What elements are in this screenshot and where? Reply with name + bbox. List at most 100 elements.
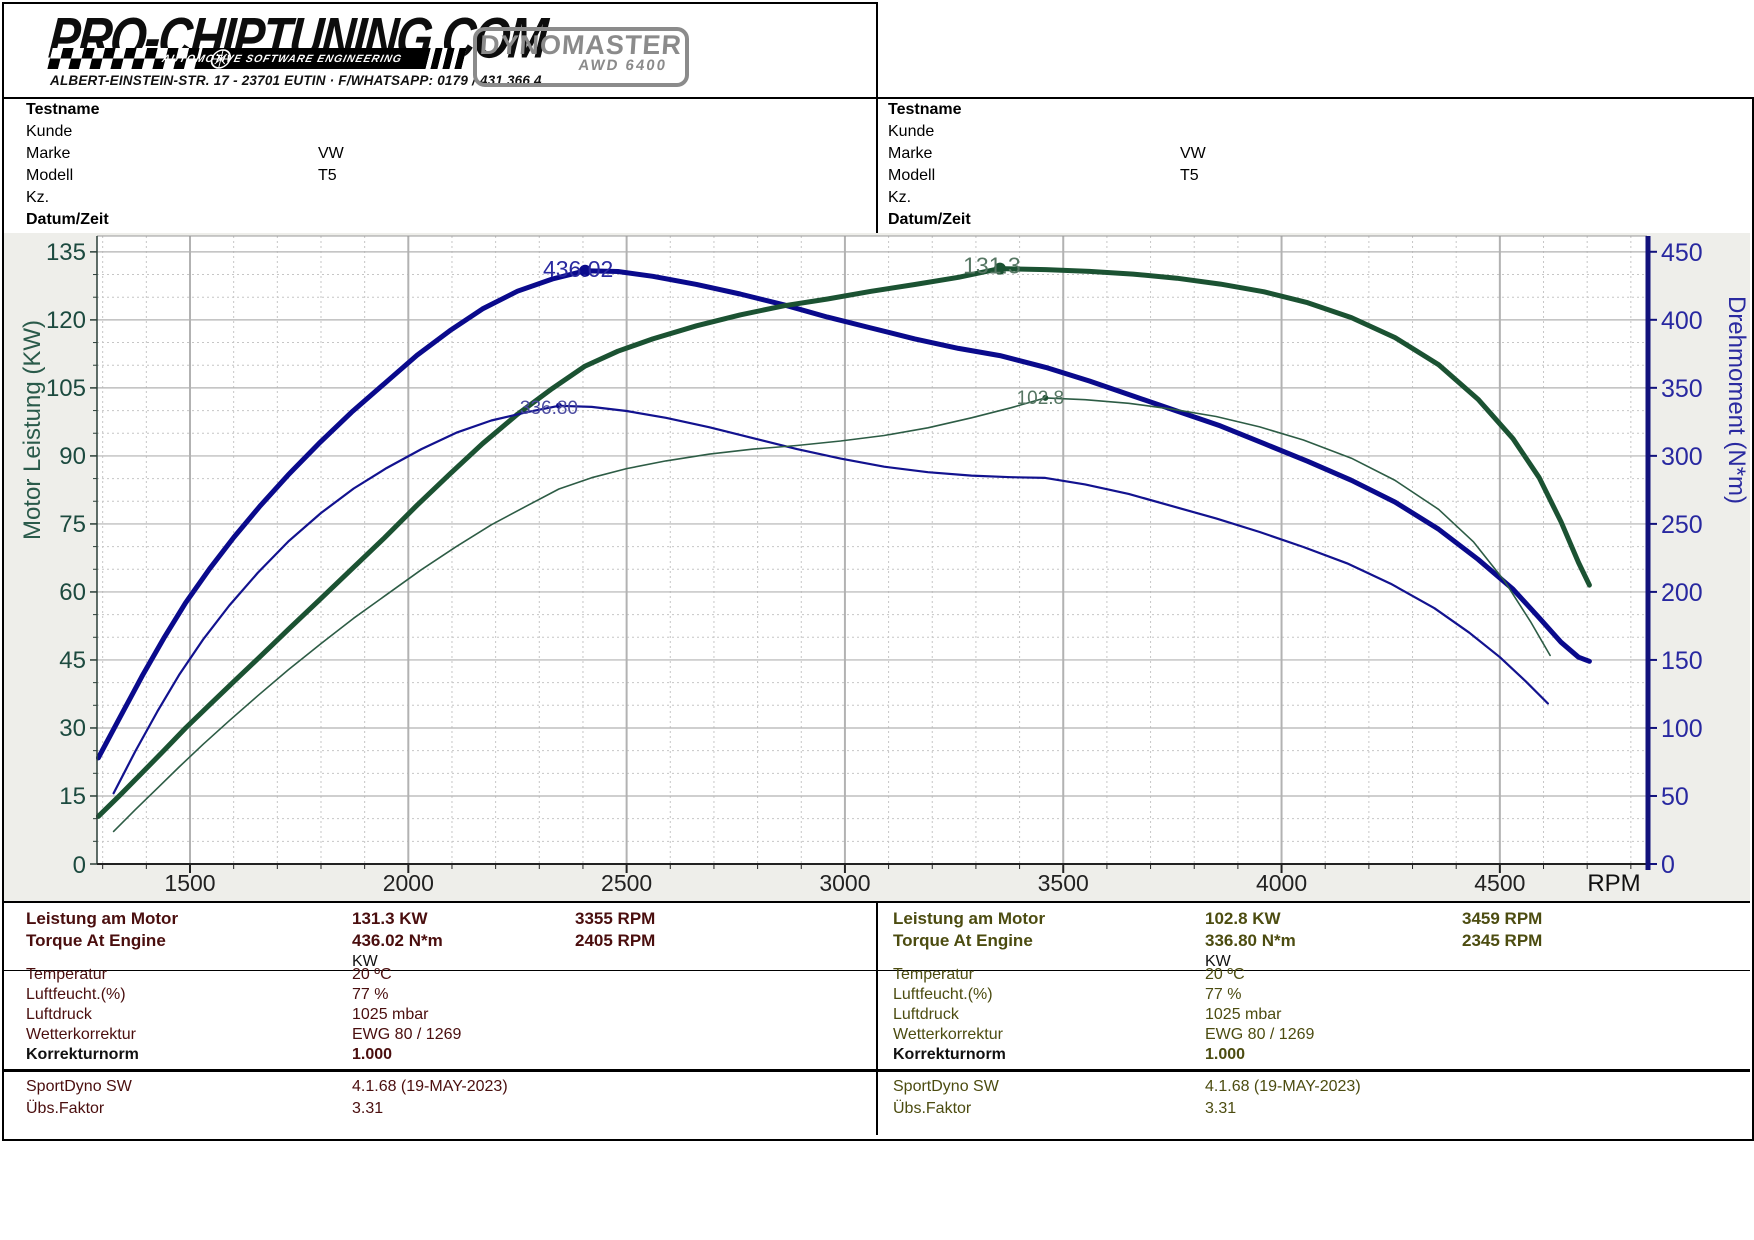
grid-major xyxy=(97,236,1647,864)
right-tick-label: 150 xyxy=(1661,647,1703,675)
result-main-label: Leistung am Motor xyxy=(893,909,1046,928)
right-tick-label: 100 xyxy=(1661,715,1703,743)
brand-address: ALBERT-EINSTEIN-STR. 17 - 23701 EUTIN · … xyxy=(50,73,542,88)
env-row-label: Korrekturnorm xyxy=(26,1046,139,1063)
left-tick-label: 45 xyxy=(59,647,86,674)
chart-table-boundary xyxy=(4,901,1750,903)
result-main-value: 336.80 N*m xyxy=(1205,931,1296,950)
report-body-box xyxy=(2,97,1754,1141)
x-axis-unit-label: RPM xyxy=(1587,870,1640,897)
result-main-rpm: 2345 RPM xyxy=(1462,931,1543,950)
result-main-value: 102.8 KW xyxy=(1205,909,1281,928)
result-main-value: KW xyxy=(352,953,378,970)
env-row-label: Luftfeucht.(%) xyxy=(893,986,993,1003)
power_run1-curve xyxy=(96,266,1592,819)
sw-row-value: 4.1.68 (19-MAY-2023) xyxy=(352,1078,508,1095)
plot-area xyxy=(97,236,1647,864)
info-field-label-marke: Marke xyxy=(888,145,933,162)
right-tick-label: 50 xyxy=(1661,783,1689,811)
peak-label-102.8: 102.8 xyxy=(1017,388,1065,409)
info-field-value: VW xyxy=(318,145,344,162)
result-main-value: KW xyxy=(1205,953,1231,970)
env-row-label: Luftfeucht.(%) xyxy=(26,986,126,1003)
env-row-label: Wetterkorrektur xyxy=(26,1026,136,1043)
right-axis-title: Drehmoment (N*m) xyxy=(1723,296,1750,504)
left-axis-title: Motor Leistung (KW) xyxy=(19,320,46,540)
info-field-label-datum-zeit: Datum/Zeit xyxy=(26,211,109,228)
env-row-value: 1025 mbar xyxy=(352,1006,429,1023)
left-tick-label: 60 xyxy=(59,579,86,606)
dynomaster-badge: DYNOMASTER AWD 6400 xyxy=(473,27,689,87)
result-main-rpm: 3355 RPM xyxy=(575,909,656,928)
env-row-label: Luftdruck xyxy=(26,1006,92,1023)
right-tick-label: 400 xyxy=(1661,307,1703,335)
dynomaster-label: DYNOMASTER xyxy=(478,30,684,60)
env-row-value: 1025 mbar xyxy=(1205,1006,1282,1023)
checker-flag-bar: AUTOMOTIVE SOFTWARE ENGINEERING xyxy=(47,48,467,69)
right-tick-label: 350 xyxy=(1661,375,1703,403)
result-main-label: Leistung am Motor xyxy=(26,909,179,928)
sw-row-value: 3.31 xyxy=(1205,1100,1237,1117)
sw-row-label: Übs.Faktor xyxy=(26,1100,105,1117)
info-field-value: T5 xyxy=(318,167,337,184)
x-tick-label: 4500 xyxy=(1474,870,1525,896)
sw-row-label: SportDyno SW xyxy=(26,1078,132,1095)
sw-row-value: 3.31 xyxy=(352,1100,384,1117)
info-field-label-kunde: Kunde xyxy=(26,123,73,140)
result-main-rpm: 3459 RPM xyxy=(1462,909,1543,928)
stripe-pattern xyxy=(425,48,467,69)
chip-icon xyxy=(210,49,231,69)
result-main-value: 131.3 KW xyxy=(352,909,428,928)
table-section-line-1 xyxy=(4,970,1750,971)
x-tick-label: 2500 xyxy=(601,870,652,896)
axes xyxy=(96,236,1651,870)
env-row-label: Korrekturnorm xyxy=(893,1046,1006,1063)
x-tick-label: 2000 xyxy=(383,870,434,896)
peak-dot-336.80 xyxy=(555,402,562,409)
torque_run1-curve xyxy=(96,268,1592,761)
env-row-label: Luftdruck xyxy=(893,1006,959,1023)
peak-label-336.80: 336.80 xyxy=(520,398,578,419)
result-main-label: Torque At Engine xyxy=(26,931,166,950)
sw-row-label: Übs.Faktor xyxy=(893,1100,972,1117)
table-panel-divider xyxy=(876,903,878,1135)
left-tick-label: 105 xyxy=(46,375,86,402)
env-row-value: 20 ºC xyxy=(352,966,392,983)
info-field-label-marke: Marke xyxy=(26,145,71,162)
env-row-label: Wetterkorrektur xyxy=(893,1026,1003,1043)
x-tick-label: 3500 xyxy=(1038,870,1089,896)
env-row-label: Temperatur xyxy=(893,966,974,983)
grid-minor xyxy=(97,236,1647,864)
result-main-label: Torque At Engine xyxy=(893,931,1033,950)
right-tick-label: 450 xyxy=(1661,239,1703,267)
dynomaster-model-label: AWD 6400 xyxy=(577,57,669,74)
power_run2-curve xyxy=(112,397,1551,833)
env-row-label: Temperatur xyxy=(26,966,107,983)
result-main-rpm: 2405 RPM xyxy=(575,931,656,950)
left-tick-label: 135 xyxy=(46,239,86,266)
env-row-value: 77 % xyxy=(352,986,389,1003)
env-row-value: 20 ºC xyxy=(1205,966,1245,983)
info-field-value: VW xyxy=(1180,145,1206,162)
right-tick-label: 200 xyxy=(1661,579,1703,607)
info-field-label-datum-zeit: Datum/Zeit xyxy=(888,211,971,228)
left-tick-label: 75 xyxy=(59,511,86,538)
left-tick-label: 120 xyxy=(46,307,86,334)
sw-row-label: SportDyno SW xyxy=(893,1078,999,1095)
info-field-label-kunde: Kunde xyxy=(888,123,935,140)
right-tick-label: 250 xyxy=(1661,511,1703,539)
left-tick-label: 30 xyxy=(59,715,86,742)
axis-ticks xyxy=(90,250,1657,873)
peak-dot-102.8 xyxy=(1042,394,1049,401)
info-field-value: T5 xyxy=(1180,167,1199,184)
peak-dot-131.3 xyxy=(993,262,1006,275)
x-tick-label: 4000 xyxy=(1256,870,1307,896)
info-field-label-kz-: Kz. xyxy=(888,189,912,206)
info-field-label-testname: Testname xyxy=(26,101,100,118)
info-field-label-modell: Modell xyxy=(888,167,936,184)
result-main-value: 436.02 N*m xyxy=(352,931,443,950)
x-tick-label: 1500 xyxy=(164,870,215,896)
env-row-value: 77 % xyxy=(1205,986,1242,1003)
info-field-label-kz-: Kz. xyxy=(26,189,50,206)
